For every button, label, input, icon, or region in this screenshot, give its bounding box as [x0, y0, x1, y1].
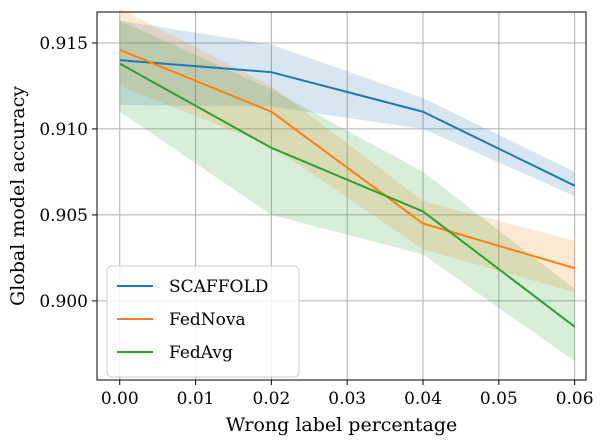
- legend-label-fedavg: FedAvg: [169, 343, 233, 363]
- y-axis-ticks: 0.900 0.905 0.910 0.915: [39, 34, 97, 312]
- legend: SCAFFOLD FedNova FedAvg: [106, 265, 300, 378]
- legend-label-fednova: FedNova: [169, 310, 246, 330]
- grid: [97, 12, 586, 380]
- x-tick-label: 0.00: [101, 389, 139, 409]
- x-tick-label: 0.02: [252, 389, 290, 409]
- x-tick-label: 0.01: [177, 389, 215, 409]
- y-tick-label: 0.915: [39, 34, 88, 54]
- x-axis-label: Wrong label percentage: [226, 414, 458, 436]
- series-lines: [119, 48, 576, 328]
- confidence-bands: [119, 8, 575, 362]
- y-axis-label: Global model accuracy: [7, 86, 29, 306]
- band-scaffold: [119, 20, 575, 197]
- plot-frame: [96, 11, 587, 381]
- x-tick-label: 0.03: [328, 389, 366, 409]
- x-tick-label: 0.04: [404, 389, 442, 409]
- band-fedavg: [119, 20, 575, 362]
- y-tick-label: 0.900: [39, 292, 88, 312]
- series-line-fednova: [119, 48, 575, 270]
- x-tick-label: 0.05: [480, 389, 518, 409]
- x-axis-ticks: 0.00 0.01 0.02 0.03 0.04 0.05 0.06: [101, 380, 594, 409]
- series-line-scaffold: [119, 59, 576, 187]
- series-line-fedavg: [119, 62, 576, 328]
- y-tick-label: 0.905: [39, 206, 88, 226]
- legend-box: [106, 265, 300, 378]
- x-tick-label: 0.06: [556, 389, 594, 409]
- legend-label-scaffold: SCAFFOLD: [169, 277, 268, 297]
- band-fednova: [119, 8, 575, 293]
- y-tick-label: 0.910: [39, 120, 88, 140]
